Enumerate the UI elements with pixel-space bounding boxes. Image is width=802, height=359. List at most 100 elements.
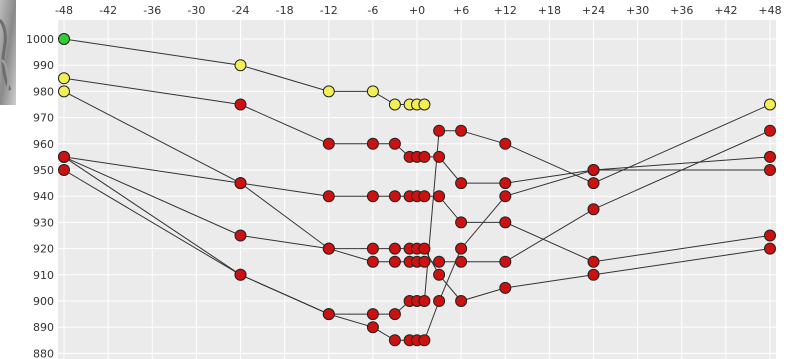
data-point (366, 308, 379, 321)
data-point (587, 164, 600, 176)
x-tick-label: +6 (453, 4, 469, 17)
data-point (322, 137, 335, 150)
x-tick-label: +36 (670, 4, 693, 17)
data-point (58, 72, 70, 85)
data-point (433, 150, 446, 163)
data-point (499, 177, 512, 190)
x-tick-label: +42 (714, 4, 737, 17)
y-tick-label: 1000 (26, 33, 54, 46)
data-point (418, 295, 431, 307)
data-point (764, 124, 776, 137)
data-point (58, 85, 70, 98)
data-point (455, 242, 468, 255)
data-point (455, 216, 468, 229)
data-point (499, 216, 512, 229)
data-point (455, 295, 468, 307)
data-point (764, 150, 776, 163)
y-tick-label: 930 (33, 216, 54, 229)
data-point (455, 124, 468, 137)
data-point (418, 334, 431, 347)
x-tick-label: -12 (320, 4, 338, 17)
x-tick-label: -48 (55, 4, 73, 17)
data-point (234, 98, 247, 111)
data-point (418, 242, 431, 255)
data-point (234, 229, 247, 242)
data-point (587, 177, 600, 190)
x-tick-label: +18 (538, 4, 561, 17)
y-tick-label: 940 (33, 190, 54, 203)
data-point (366, 321, 379, 334)
data-point (388, 98, 401, 111)
y-axis: 1000 990 980 970 960 950 940 930 920 910 900 890 880 (26, 33, 54, 359)
x-tick-label: +12 (494, 4, 517, 17)
data-point (322, 190, 335, 203)
y-tick-label: 900 (33, 295, 54, 308)
data-point (499, 281, 512, 294)
data-point (388, 308, 401, 321)
data-point (587, 203, 600, 216)
x-tick-label: -30 (187, 4, 205, 17)
x-tick-label: +48 (758, 4, 781, 17)
data-point (418, 98, 431, 111)
x-tick-label: +24 (582, 4, 605, 17)
x-tick-label: -6 (367, 4, 378, 17)
data-point (234, 59, 247, 72)
y-tick-label: 980 (33, 85, 54, 98)
y-tick-label: 950 (33, 164, 54, 177)
y-tick-label: 890 (33, 321, 54, 334)
y-tick-label: 920 (33, 243, 54, 256)
data-point (418, 190, 431, 203)
series-points (58, 33, 776, 347)
data-point (433, 124, 446, 137)
data-point (388, 137, 401, 150)
data-point (433, 268, 446, 281)
data-point (388, 242, 401, 255)
data-point (418, 255, 431, 268)
data-point (58, 150, 70, 163)
data-point (418, 150, 431, 163)
data-point (433, 190, 446, 203)
y-tick-label: 970 (33, 112, 54, 125)
data-point (366, 137, 379, 150)
data-point (234, 268, 247, 281)
data-point (388, 255, 401, 268)
x-axis: -48 -42 -36 -30 -24 -18 -12 -6 +0 +6 +12 +18 +24 +30 +… (55, 4, 782, 17)
data-point (455, 255, 468, 268)
data-point (58, 33, 70, 45)
data-point (366, 85, 379, 98)
data-point (388, 334, 401, 347)
y-tick-label: 990 (33, 59, 54, 72)
data-point (433, 295, 446, 307)
data-point (764, 229, 776, 242)
x-tick-label: +30 (626, 4, 649, 17)
x-tick-label: -18 (276, 4, 294, 17)
data-point (499, 137, 512, 150)
data-point (366, 242, 379, 255)
x-tick-label: +0 (409, 4, 425, 17)
data-point (499, 190, 512, 203)
data-point (764, 242, 776, 255)
data-point (388, 190, 401, 203)
y-tick-label: 880 (33, 347, 54, 359)
data-point (764, 98, 776, 111)
data-point (764, 164, 776, 176)
data-point (366, 190, 379, 203)
data-point (587, 268, 600, 281)
data-point (455, 177, 468, 190)
data-point (433, 255, 446, 268)
y-tick-label: 960 (33, 138, 54, 151)
x-tick-label: -42 (99, 4, 117, 17)
data-point (499, 255, 512, 268)
data-point (322, 85, 335, 98)
data-point (58, 164, 70, 176)
data-point (366, 255, 379, 268)
x-tick-label: -24 (232, 4, 250, 17)
x-tick-label: -36 (143, 4, 161, 17)
y-tick-label: 910 (33, 269, 54, 282)
data-point (322, 308, 335, 321)
data-point (587, 255, 600, 268)
photo-thumbnail-edge (0, 0, 16, 105)
data-point (234, 177, 247, 190)
data-point (322, 242, 335, 255)
